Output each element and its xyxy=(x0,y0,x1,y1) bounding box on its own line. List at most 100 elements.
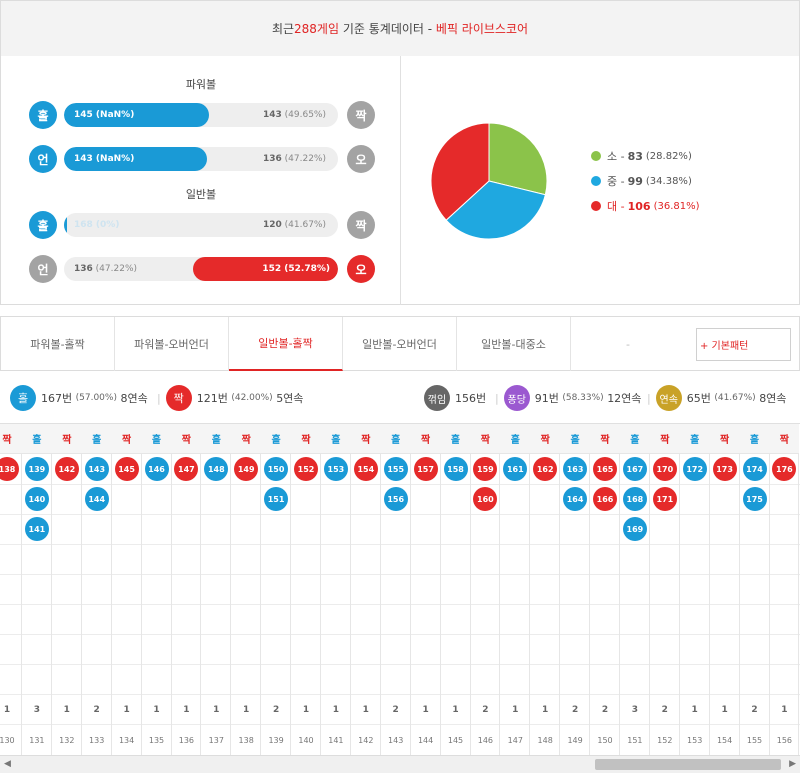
pattern-column: 짝 152 1 140 xyxy=(291,424,321,755)
grid-line xyxy=(0,694,800,695)
powerball-title: 파워볼 xyxy=(185,78,217,91)
round-number: 156 xyxy=(776,735,793,745)
column-head: 홀 xyxy=(21,424,52,454)
result-ball: 170 xyxy=(652,457,677,481)
round-number: 150 xyxy=(597,735,613,745)
tab-normalball-odd-even[interactable]: 일반볼-홀짝 xyxy=(229,317,343,371)
round-number: 142 xyxy=(358,735,374,745)
column-head: 짝 xyxy=(111,424,142,454)
tab-powerball-odd-even[interactable]: 파워볼-홀짝 xyxy=(1,317,115,371)
normalball-title: 일반볼 xyxy=(185,188,217,201)
column-head: 짝 xyxy=(590,424,620,454)
legend-small: 소 - 83 (28.82%) xyxy=(591,148,692,164)
tab-normalball-size[interactable]: 일반볼-대중소 xyxy=(457,317,571,371)
streak-count: 1 xyxy=(243,705,250,715)
column-head: 짝 xyxy=(51,424,82,454)
column-head: 홀 xyxy=(81,424,112,454)
tab-powerball-over-under[interactable]: 파워볼-오버언더 xyxy=(115,317,229,371)
round-number: 153 xyxy=(687,735,703,745)
even-icon: 짝 xyxy=(165,385,192,411)
pattern-column: 짝 165 166 2 150 xyxy=(590,424,620,755)
streak-count: 1 xyxy=(213,705,220,715)
result-ball: 153 xyxy=(323,457,348,481)
column-head: 짝 xyxy=(171,424,202,454)
pattern-column: 짝 147 1 136 xyxy=(171,424,202,755)
result-ball: 146 xyxy=(144,457,169,481)
pattern-column: 홀 163 164 2 149 xyxy=(560,424,591,755)
powerball-odd-value: 145 (NaN%) xyxy=(74,110,135,120)
horizontal-scrollbar[interactable]: ◀ ▶ xyxy=(0,755,800,773)
powerball-under-over-track: 143 (NaN%) 136 (47.22%) xyxy=(64,147,338,171)
size-pie-chart xyxy=(430,122,548,240)
header-brand: 베픽 라이브스코어 xyxy=(435,22,529,36)
powerball-under-bar: 143 (NaN%) xyxy=(64,147,208,171)
result-ball: 155 xyxy=(383,457,408,481)
pattern-summary: 홀 167번 (57.00%) 8연속 | 짝 121번 (42.00%) 5연… xyxy=(0,372,800,424)
pattern-column: 홀 155 156 2 143 xyxy=(380,424,411,755)
legend-medium: 중 - 99 (34.38%) xyxy=(591,173,692,189)
grid-line xyxy=(0,574,800,575)
streak-count: 1 xyxy=(183,705,190,715)
result-ball: 150 xyxy=(264,457,289,481)
round-number: 151 xyxy=(627,735,643,745)
streak-count: 2 xyxy=(482,705,489,715)
pattern-column: 짝 176 1 156 xyxy=(769,424,800,755)
streak-count: 1 xyxy=(512,705,519,715)
grid-line xyxy=(0,634,800,635)
streak-count: 1 xyxy=(362,705,369,715)
pie-slice xyxy=(430,122,490,221)
pattern-column: 짝 173 1 154 xyxy=(709,424,740,755)
scroll-left-icon[interactable]: ◀ xyxy=(4,759,11,769)
powerball-under-over-row: 언 143 (NaN%) 136 (47.22%) 오 xyxy=(29,145,375,173)
column-head: 홀 xyxy=(440,424,471,454)
header-prefix: 최근 xyxy=(271,22,295,36)
column-head: 짝 xyxy=(470,424,501,454)
round-number: 135 xyxy=(148,735,165,745)
column-head: 짝 xyxy=(0,424,22,454)
result-ball: 164 xyxy=(563,487,588,511)
result-ball: 171 xyxy=(652,487,677,511)
column-head: 짝 xyxy=(530,424,561,454)
round-number: 140 xyxy=(298,735,314,745)
result-ball: 157 xyxy=(413,457,438,481)
grid-line xyxy=(0,724,800,725)
result-ball: 154 xyxy=(353,457,378,481)
over-icon: 오 xyxy=(347,145,375,173)
pattern-column: 짝 162 1 148 xyxy=(530,424,561,755)
column-head: 홀 xyxy=(141,424,172,454)
pie-slice xyxy=(445,180,546,240)
tab-normalball-over-under[interactable]: 일반볼-오버언더 xyxy=(343,317,457,371)
normalball-even-value: 120 (41.67%) xyxy=(262,220,326,230)
odd-icon: 홀 xyxy=(10,385,36,411)
streak-count: 2 xyxy=(661,705,668,715)
legend-small-label: 소 xyxy=(607,150,618,163)
scrollbar-thumb[interactable] xyxy=(595,759,781,770)
round-number: 144 xyxy=(417,735,434,745)
column-head: 짝 xyxy=(709,424,740,454)
round-number: 132 xyxy=(59,735,75,745)
grid-line xyxy=(0,664,800,665)
pattern-column: 짝 157 1 144 xyxy=(410,424,441,755)
tab-placeholder[interactable]: - xyxy=(626,337,630,351)
pattern-column: 짝 145 1 134 xyxy=(111,424,142,755)
odd-icon: 홀 xyxy=(29,101,57,129)
pattern-column: 홀 161 1 147 xyxy=(500,424,531,755)
pattern-column: 홀 172 1 153 xyxy=(679,424,710,755)
column-head: 홀 xyxy=(320,424,351,454)
under-icon: 언 xyxy=(29,145,57,173)
result-ball: 141 xyxy=(24,517,49,541)
round-number: 147 xyxy=(507,735,523,745)
round-number: 136 xyxy=(178,735,195,745)
streak-count: 2 xyxy=(751,705,758,715)
streak-count: 2 xyxy=(571,705,579,715)
add-pattern-button[interactable]: + 기본패턴 xyxy=(696,328,791,361)
round-number: 137 xyxy=(208,735,224,745)
streak-count: 2 xyxy=(272,705,280,715)
round-number: 148 xyxy=(537,735,553,745)
result-ball: 160 xyxy=(473,487,498,511)
streak-count: 2 xyxy=(601,705,609,715)
result-ball: 168 xyxy=(622,487,647,511)
scroll-right-icon[interactable]: ▶ xyxy=(789,759,796,769)
grid-line xyxy=(0,604,800,605)
result-ball: 147 xyxy=(174,457,199,481)
